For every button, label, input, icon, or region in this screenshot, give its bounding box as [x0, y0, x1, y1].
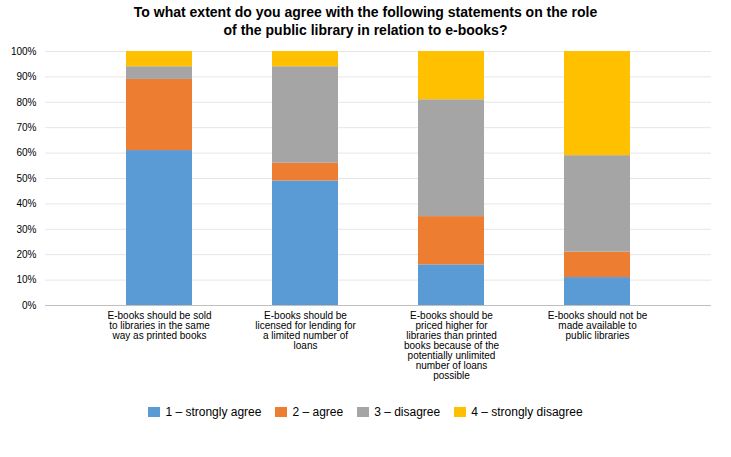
html-text:2 – agree: 2 – agree: [292, 405, 344, 419]
html-text:3 – disagree: 3 – disagree: [374, 405, 441, 419]
svg-text:30%: 30%: [16, 224, 36, 235]
svg-text:90%: 90%: [16, 71, 36, 82]
svg-text:80%: 80%: [16, 97, 36, 108]
html-text:1 – strongly agree: 1 – strongly agree: [165, 405, 262, 419]
svg-text:70%: 70%: [16, 122, 36, 133]
svg-text:E-books should belicensed for: E-books should belicensed for lending fo…: [255, 310, 356, 351]
svg-text:40%: 40%: [16, 198, 36, 209]
svg-text:10%: 10%: [16, 274, 36, 285]
svg-text:0%: 0%: [22, 300, 37, 311]
svg-text:E-books should be soldto libra: E-books should be soldto libraries in th…: [108, 310, 212, 341]
svg-text:E-books should bepriced higher: E-books should bepriced higher forlibrar…: [404, 310, 500, 381]
html-text:To what extent do you agree wi: To what extent do you agree with the fol…: [133, 4, 598, 38]
svg-text:50%: 50%: [16, 173, 36, 184]
svg-text:60%: 60%: [16, 147, 36, 158]
svg-text:20%: 20%: [16, 249, 36, 260]
svg-text:100%: 100%: [11, 46, 37, 57]
svg-text:E-books should not bemade avai: E-books should not bemade available topu…: [548, 310, 648, 341]
html-text:4 – strongly disagree: 4 – strongly disagree: [471, 405, 583, 419]
